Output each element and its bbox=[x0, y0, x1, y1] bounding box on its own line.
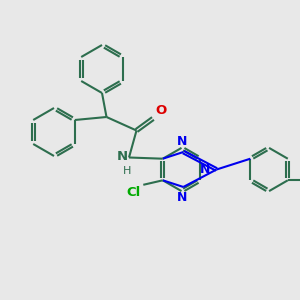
Text: Cl: Cl bbox=[127, 186, 141, 199]
Text: H: H bbox=[122, 166, 131, 176]
Text: N: N bbox=[116, 150, 128, 163]
Text: N: N bbox=[177, 191, 187, 204]
Text: N: N bbox=[177, 135, 187, 148]
Text: O: O bbox=[155, 104, 167, 117]
Text: N: N bbox=[200, 163, 211, 176]
